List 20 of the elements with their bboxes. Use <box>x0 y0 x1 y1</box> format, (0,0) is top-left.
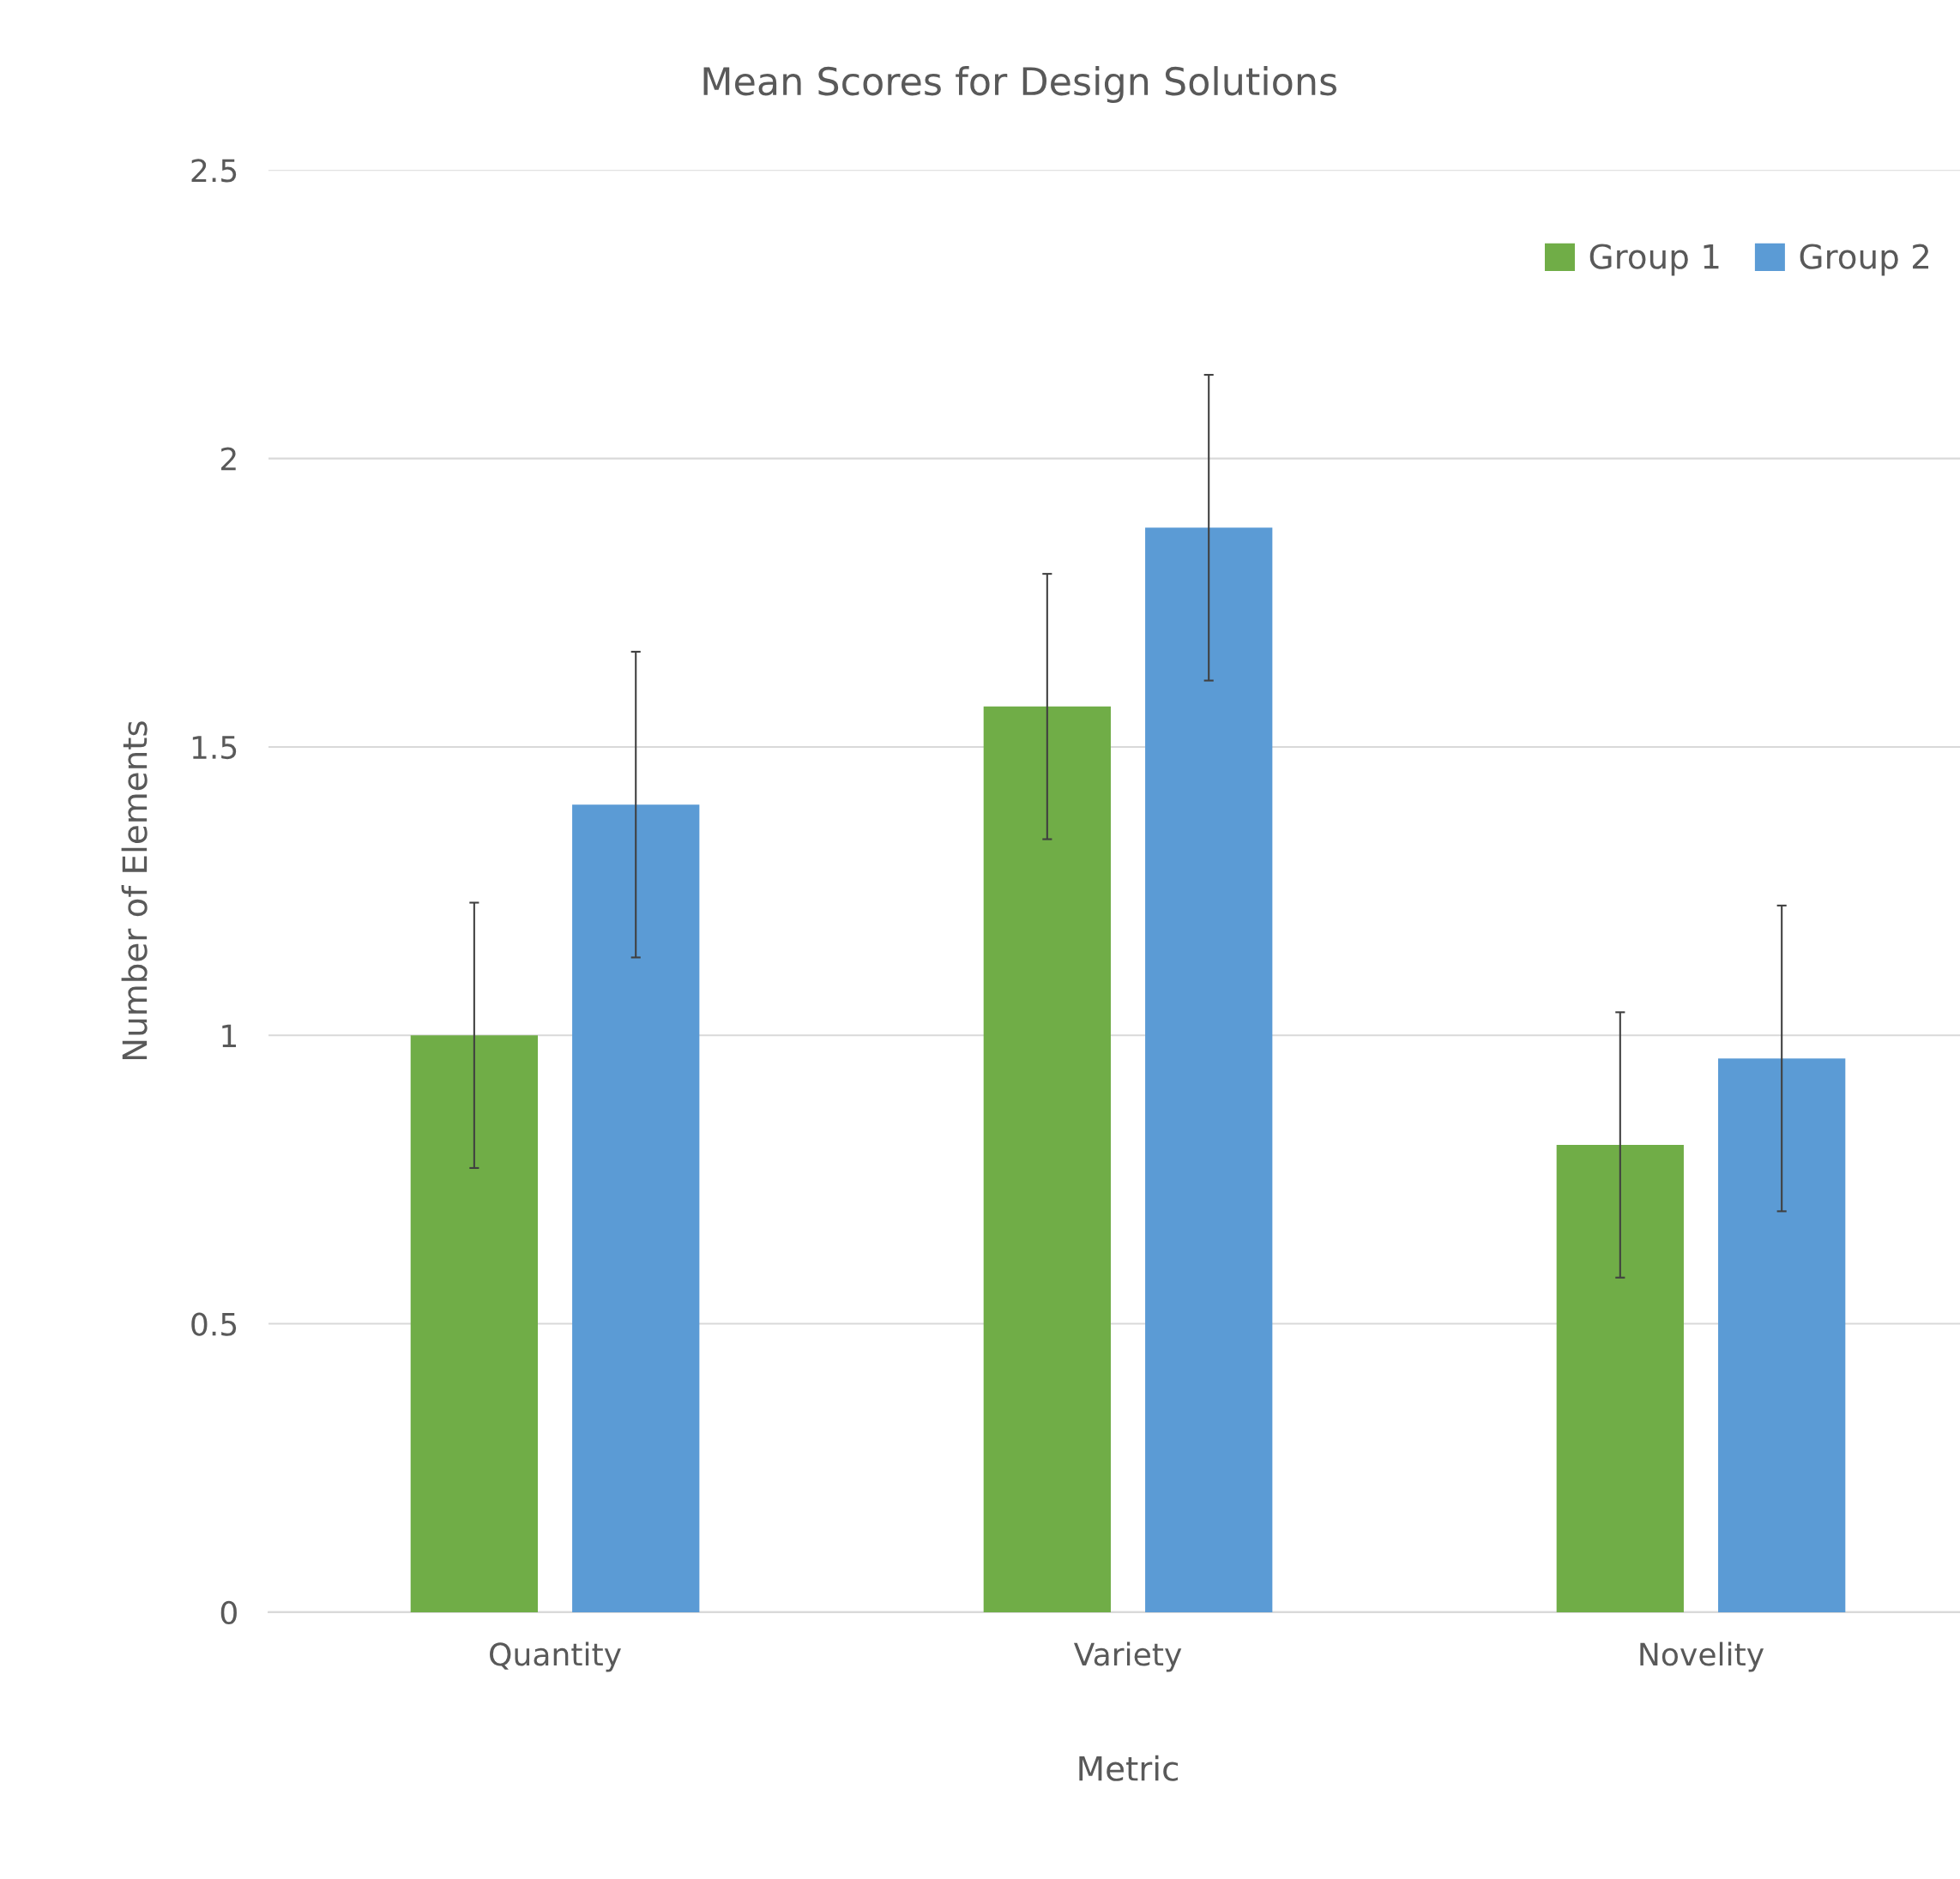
y-tick-label: 1 <box>222 1024 236 1047</box>
bar <box>572 804 700 1612</box>
y-axis-title: Number of Elements <box>121 721 148 1060</box>
x-tick-label: Quantity <box>490 1641 621 1672</box>
legend-label: Group 2 <box>1800 244 1929 276</box>
y-tick-label: 0 <box>220 1600 237 1625</box>
bar <box>1556 1145 1684 1612</box>
x-tick-label: Variety <box>1073 1641 1182 1672</box>
y-tick-label: 0.5 <box>191 1312 237 1336</box>
legend-label: Group 1 <box>1589 244 1719 276</box>
x-axis-title: Metric <box>1079 1755 1179 1781</box>
bar <box>983 706 1111 1612</box>
bar <box>1145 527 1273 1612</box>
y-tick-label: 2.5 <box>191 159 237 183</box>
y-tick-label: 1.5 <box>192 736 237 760</box>
bar <box>410 1035 538 1612</box>
bar <box>1718 1058 1846 1612</box>
x-tick-label: Novelity <box>1640 1641 1764 1672</box>
y-tick-label: 2 <box>220 447 236 471</box>
chart-title: Mean Scores for Design Solutions <box>703 66 1337 104</box>
